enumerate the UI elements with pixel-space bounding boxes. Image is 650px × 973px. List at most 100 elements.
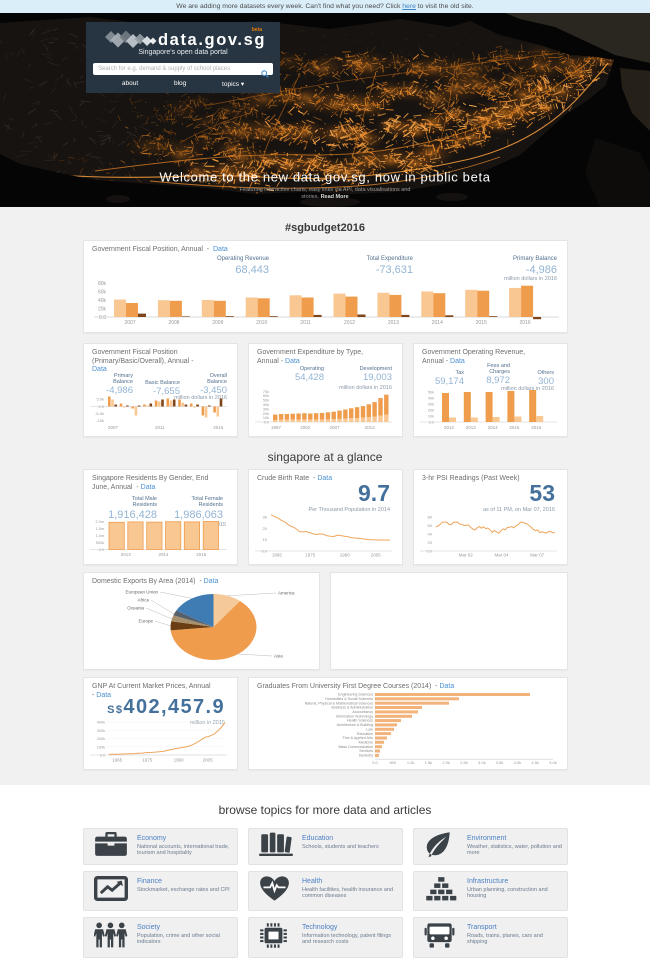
svg-text:2013: 2013 (121, 552, 132, 557)
svg-text:1965: 1965 (112, 758, 123, 763)
svg-text:0.0: 0.0 (372, 760, 378, 765)
svg-text:2.0m: 2.0m (96, 520, 104, 524)
svg-text:2015: 2015 (476, 320, 487, 326)
svg-text:300k: 300k (97, 729, 105, 733)
svg-text:2012: 2012 (344, 320, 355, 326)
svg-text:2005: 2005 (203, 758, 214, 763)
svg-text:1.0k: 1.0k (407, 760, 415, 765)
svg-text:60k: 60k (98, 290, 107, 296)
svg-text:1.5k: 1.5k (425, 760, 433, 765)
svg-text:1997: 1997 (271, 425, 282, 430)
svg-text:2011: 2011 (300, 320, 311, 326)
svg-text:80k: 80k (98, 281, 107, 287)
svg-text:500k: 500k (96, 541, 104, 545)
svg-text:data.gov.sg: data.gov.sg (158, 31, 265, 49)
svg-text:Business & Administration: Business & Administration (331, 706, 373, 710)
svg-text:Mass Communication: Mass Communication (338, 745, 373, 749)
svg-text:20k: 20k (98, 307, 107, 313)
svg-text:500: 500 (389, 760, 396, 765)
svg-text:2013: 2013 (365, 425, 376, 430)
svg-text:20k: 20k (263, 412, 269, 416)
svg-text:2016: 2016 (520, 320, 531, 326)
svg-text:Humanities & Social Sciences: Humanities & Social Sciences (325, 697, 373, 701)
svg-text:20: 20 (428, 540, 433, 545)
svg-text:20k: 20k (428, 409, 434, 413)
svg-text:Health Sciences: Health Sciences (347, 719, 373, 723)
svg-text:2013: 2013 (466, 425, 477, 430)
svg-text:Natural, Physical & Mathematic: Natural, Physical & Mathematical Science… (305, 701, 374, 705)
svg-text:1990: 1990 (174, 758, 185, 763)
svg-text:Mar 07: Mar 07 (530, 553, 545, 558)
svg-text:1.0m: 1.0m (96, 534, 104, 538)
svg-text:2014: 2014 (432, 320, 443, 326)
svg-text:50k: 50k (428, 391, 434, 395)
svg-text:70k: 70k (263, 390, 269, 394)
svg-text:100k: 100k (97, 745, 105, 749)
svg-text:2016: 2016 (213, 425, 224, 430)
svg-text:40k: 40k (98, 298, 107, 304)
svg-text:2014: 2014 (488, 425, 499, 430)
svg-text:10k: 10k (428, 415, 434, 419)
svg-text:Asia: Asia (274, 654, 283, 659)
svg-text:4.0k: 4.0k (514, 760, 522, 765)
svg-text:60: 60 (428, 523, 433, 528)
svg-text:Law: Law (366, 727, 373, 731)
svg-text:2014: 2014 (158, 552, 169, 557)
svg-text:Engineering Sciences: Engineering Sciences (338, 693, 373, 697)
svg-text:50k: 50k (263, 399, 269, 403)
svg-text:200k: 200k (97, 737, 105, 741)
svg-text:Welcome to the new data.gov.sg: Welcome to the new data.gov.sg, now in p… (159, 170, 490, 185)
svg-text:40: 40 (428, 532, 433, 537)
svg-text:2.5k: 2.5k (460, 760, 468, 765)
svg-text:5.0k: 5.0k (96, 397, 104, 402)
svg-text:2010: 2010 (256, 320, 267, 326)
svg-text:4.5k: 4.5k (531, 760, 539, 765)
svg-text:0.0: 0.0 (100, 754, 105, 758)
svg-text:2.0k: 2.0k (442, 760, 450, 765)
svg-text:60k: 60k (263, 394, 269, 398)
svg-text:Education: Education (357, 732, 373, 736)
svg-text:3.5k: 3.5k (496, 760, 504, 765)
svg-text:2009: 2009 (212, 320, 223, 326)
svg-text:1990: 1990 (340, 553, 351, 558)
svg-text:10k: 10k (263, 416, 269, 420)
svg-text:2007: 2007 (108, 425, 119, 430)
svg-text:Mar 02: Mar 02 (459, 553, 474, 558)
svg-text:Mar 04: Mar 04 (494, 553, 509, 558)
svg-text:0.0: 0.0 (264, 421, 269, 425)
svg-text:Fine & Applied Arts: Fine & Applied Arts (343, 736, 374, 740)
svg-text:0.0: 0.0 (99, 315, 106, 321)
svg-text:Architecture & Building: Architecture & Building (337, 723, 373, 727)
svg-text:2016: 2016 (531, 425, 542, 430)
svg-text:Medicine: Medicine (359, 740, 373, 744)
svg-text:Africa: Africa (137, 598, 149, 603)
svg-text:5.0k: 5.0k (549, 760, 557, 765)
svg-text:80: 80 (428, 515, 433, 520)
svg-text:30k: 30k (428, 403, 434, 407)
svg-text:2012: 2012 (444, 425, 455, 430)
svg-text:-5.0k: -5.0k (95, 411, 104, 416)
svg-text:2013: 2013 (388, 320, 399, 326)
svg-text:2007: 2007 (124, 320, 135, 326)
svg-text:Oceania: Oceania (127, 606, 144, 611)
svg-text:2002: 2002 (300, 425, 311, 430)
svg-text:30: 30 (263, 515, 268, 520)
svg-text:2015: 2015 (196, 552, 207, 557)
svg-text:Dentistry: Dentistry (359, 754, 373, 758)
svg-text:2005: 2005 (371, 553, 382, 558)
svg-text:20: 20 (263, 526, 268, 531)
svg-text:Services: Services (359, 749, 373, 753)
svg-text:America: America (278, 591, 295, 596)
svg-text:3.0k: 3.0k (478, 760, 486, 765)
svg-text:-10k: -10k (96, 418, 104, 423)
svg-text:30k: 30k (263, 407, 269, 411)
svg-text:400k: 400k (97, 721, 105, 725)
svg-text:2011: 2011 (155, 425, 165, 430)
svg-text:Europe: Europe (138, 619, 153, 624)
svg-text:40k: 40k (263, 403, 269, 407)
svg-text:European Union: European Union (125, 590, 158, 595)
svg-text:2008: 2008 (168, 320, 179, 326)
svg-text:0.0: 0.0 (429, 421, 434, 425)
svg-text:1975: 1975 (305, 553, 316, 558)
svg-text:0.0: 0.0 (99, 548, 104, 552)
